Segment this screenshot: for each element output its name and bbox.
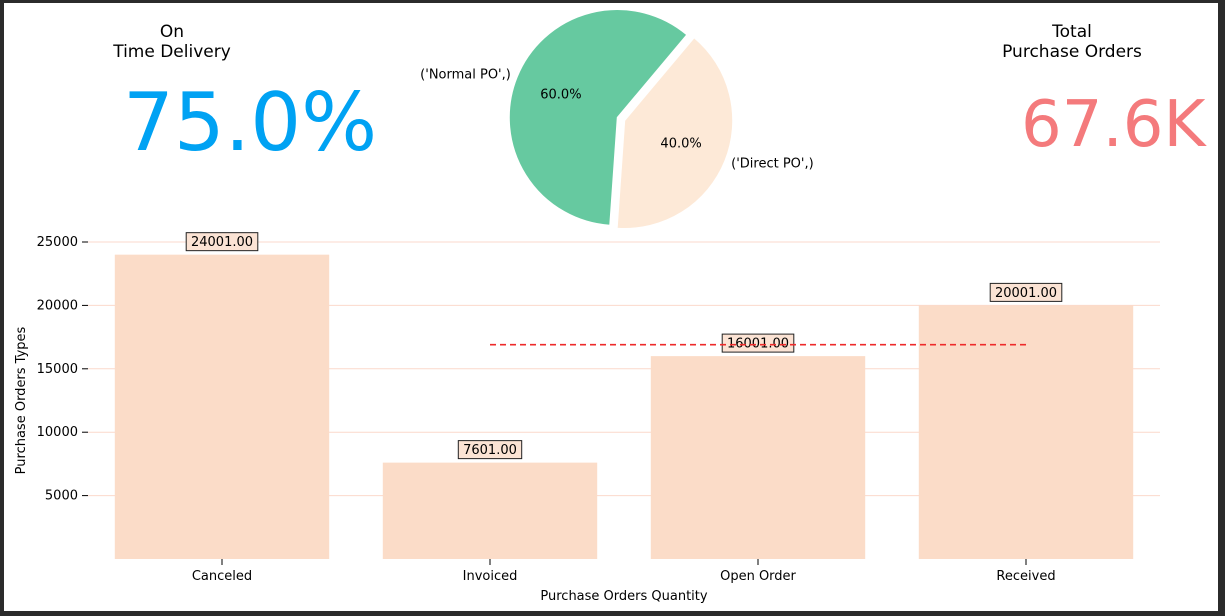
pie-pct-label-direct-po: 40.0% bbox=[660, 136, 701, 151]
pie-slice-normal-po bbox=[508, 9, 688, 226]
total-purchase-orders-label: Total Purchase Orders bbox=[1002, 22, 1142, 62]
y-tick-label: 10000 bbox=[37, 425, 78, 440]
on-time-delivery-label: On Time Delivery bbox=[113, 22, 231, 62]
data-label-canceled: 24001.00 bbox=[191, 235, 253, 250]
x-tick-label-received: Received bbox=[996, 569, 1055, 584]
x-tick-label-open-order: Open Order bbox=[720, 569, 796, 584]
bar-invoiced bbox=[382, 462, 598, 559]
on-time-delivery-value: 75.0% bbox=[123, 76, 378, 169]
x-axis-label: Purchase Orders Quantity bbox=[540, 589, 707, 604]
bar-received bbox=[918, 305, 1134, 559]
data-label-box-canceled bbox=[185, 232, 259, 252]
data-label-received: 20001.00 bbox=[995, 286, 1057, 301]
x-tick-label-invoiced: Invoiced bbox=[463, 569, 518, 584]
x-tick-label-canceled: Canceled bbox=[192, 569, 252, 584]
data-label-box-invoiced bbox=[457, 440, 523, 460]
data-label-invoiced: 7601.00 bbox=[463, 443, 517, 458]
data-label-box-received bbox=[989, 282, 1063, 302]
po-type-pie-chart: 60.0% ('Normal PO',) 40.0% ('Direct PO',) 50… bbox=[14, 9, 1160, 604]
data-label-open-order: 16001.00 bbox=[727, 337, 789, 352]
y-tick-label: 5000 bbox=[45, 489, 78, 504]
y-axis-label: Purchase Orders Types bbox=[14, 326, 29, 474]
pie-pct-label-normal-po: 60.0% bbox=[540, 88, 581, 103]
pie-slice-direct-po bbox=[616, 37, 734, 229]
y-tick-label: 20000 bbox=[37, 298, 78, 313]
data-label-box-open-order bbox=[721, 333, 795, 353]
pie-slice-label-direct-po: ('Direct PO',) bbox=[731, 157, 814, 172]
y-tick-label: 15000 bbox=[37, 362, 78, 377]
pie-slice-label-normal-po: ('Normal PO',) bbox=[420, 67, 511, 82]
bar-open-order bbox=[650, 356, 866, 559]
dashboard-canvas: On Time Delivery 75.0% Total Purchase Or… bbox=[4, 3, 1218, 611]
bar-canceled bbox=[114, 254, 330, 560]
y-tick-label: 25000 bbox=[37, 235, 78, 250]
total-purchase-orders-value: 67.6K bbox=[1021, 88, 1206, 162]
